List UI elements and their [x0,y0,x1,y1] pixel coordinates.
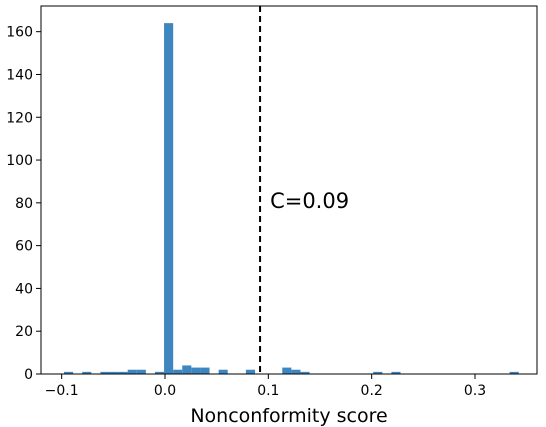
y-tick-label: 60 [15,239,33,255]
x-tick-label: 0.0 [154,383,176,399]
y-tick-label: 20 [15,324,33,340]
x-tick-label: 0.3 [464,383,486,399]
y-tick-label: 80 [15,196,33,212]
histogram-bar-7 [154,371,165,374]
histogram-bar-12 [200,367,210,374]
histogram-bar-9 [173,369,183,374]
y-axis-ticks: 0 20 40 60 80 100 120 140 160 [6,25,41,383]
histogram-bar-20 [509,371,519,374]
histogram-bar-17 [300,371,310,374]
histogram-bar-3 [109,371,119,374]
histogram-bar-11 [191,367,201,374]
threshold-annotation: C=0.09 [270,189,349,213]
y-tick-label: 140 [6,67,33,83]
histogram-bar-2 [100,371,110,374]
x-tick-label: −0.1 [45,383,79,399]
histogram-bar-18 [373,371,383,374]
y-tick-label: 160 [6,25,33,41]
x-axis-ticks: −0.1 0.0 0.1 0.2 0.3 [45,374,486,399]
y-tick-label: 40 [15,281,33,297]
histogram-bar-19 [391,371,401,374]
histogram-bar-0 [64,371,74,374]
histogram-bar-13 [218,369,228,374]
y-tick-label: 100 [6,153,33,169]
histogram-bar-10 [182,365,192,374]
x-tick-label: 0.2 [361,383,383,399]
histogram-bar-8 [164,23,174,375]
histogram-bar-6 [136,369,146,374]
histogram-bar-4 [118,371,128,374]
histogram-bar-16 [291,369,301,374]
histogram-bar-15 [282,367,292,374]
y-tick-label: 120 [6,110,33,126]
x-tick-label: 0.1 [257,383,279,399]
histogram-bar-1 [82,371,92,374]
y-tick-label: 0 [24,367,33,383]
plot-frame [40,5,538,375]
histogram-bars [64,23,519,375]
x-axis-label: Nonconformity score [190,405,387,427]
histogram-bar-14 [245,369,256,374]
histogram-bar-5 [127,369,137,374]
